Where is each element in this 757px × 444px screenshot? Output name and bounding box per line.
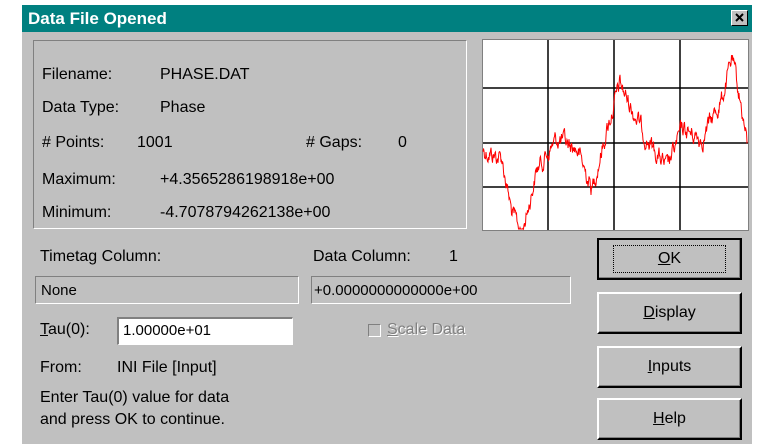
maximum-value: +4.3565286198918e+00 [160, 171, 335, 188]
info-panel [33, 40, 467, 229]
plot-grid [483, 40, 748, 230]
data-value-field [311, 276, 571, 304]
button-label: Inputs [647, 358, 692, 375]
points-label: # Points: [42, 134, 105, 151]
filename-value: PHASE.DAT [160, 66, 250, 83]
tau-label-wrap: Tau(0): [40, 321, 90, 339]
display-button[interactable]: Display [597, 292, 742, 334]
button-label: Help [653, 410, 686, 427]
message-line: and press OK to continue. [40, 411, 225, 428]
checkbox-box [368, 323, 381, 337]
data-type-label: Data Type: [42, 99, 120, 116]
from-value: INI File [Input] [117, 359, 217, 376]
timetag-value: None [41, 282, 77, 299]
data-type-value: Phase [160, 99, 206, 116]
scale-data-label: Scale Data [387, 321, 466, 338]
button-label: OK [612, 245, 727, 273]
gaps-label: # Gaps: [306, 134, 363, 151]
timetag-field [35, 276, 299, 304]
timetag-label: Timetag Column: [40, 248, 162, 265]
data-column-label: Data Column: [313, 248, 411, 265]
minimum-label: Minimum: [42, 204, 112, 221]
message-line: Enter Tau(0) value for data [40, 389, 230, 406]
help-button[interactable]: Help [597, 398, 742, 440]
close-icon [735, 13, 744, 22]
tau-label: Tau(0): [40, 321, 90, 338]
scale-data-checkbox[interactable]: Scale Data [368, 321, 465, 339]
ok-button[interactable]: OK [597, 238, 742, 280]
from-label: From: [40, 359, 82, 376]
plot-trace [482, 55, 748, 231]
close-button[interactable] [731, 10, 748, 26]
minimum-value: -4.7078794262138e+00 [160, 204, 331, 221]
button-label: Display [643, 304, 696, 321]
points-value: 1001 [137, 134, 173, 151]
gaps-value: 0 [398, 134, 407, 151]
preview-plot [482, 39, 749, 231]
maximum-label: Maximum: [42, 171, 116, 188]
title-bar [22, 5, 752, 32]
data-column-value: 1 [449, 248, 458, 265]
inputs-button[interactable]: Inputs [597, 346, 742, 388]
filename-label: Filename: [42, 66, 113, 83]
tau-value: 1.00000e+01 [123, 322, 212, 339]
plot-frame [482, 39, 749, 231]
tau-input[interactable]: 1.00000e+01 [117, 317, 293, 345]
data-value: +0.0000000000000e+00 [314, 282, 478, 299]
dialog-title: Data File Opened [28, 9, 167, 28]
